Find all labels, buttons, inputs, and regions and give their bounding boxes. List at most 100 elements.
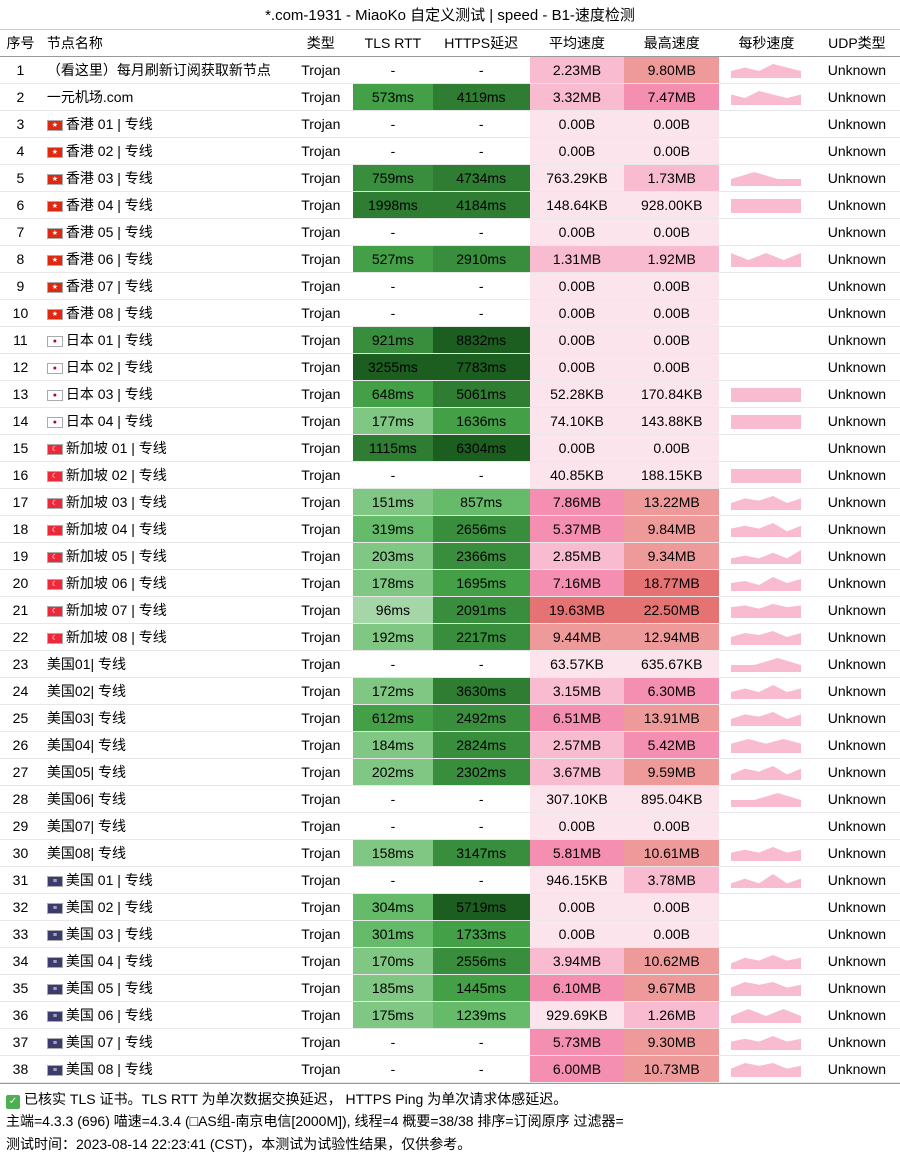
cell-idx: 28 — [0, 786, 41, 813]
table-row: 7★香港 05 | 专线Trojan--0.00B0.00BUnknown — [0, 219, 900, 246]
cell-spark — [719, 273, 814, 300]
cell-type: Trojan — [289, 624, 354, 651]
column-header: 每秒速度 — [719, 30, 814, 57]
cell-tls: 192ms — [353, 624, 433, 651]
table-row: 16☾新加坡 02 | 专线Trojan--40.85KB188.15KBUnk… — [0, 462, 900, 489]
table-row: 31≡美国 01 | 专线Trojan--946.15KB3.78MBUnkno… — [0, 867, 900, 894]
cell-spark — [719, 705, 814, 732]
cell-idx: 5 — [0, 165, 41, 192]
cell-udp: Unknown — [814, 840, 900, 867]
cell-spark — [719, 165, 814, 192]
cell-spark — [719, 462, 814, 489]
cell-spark — [719, 354, 814, 381]
cell-udp: Unknown — [814, 408, 900, 435]
cell-https: 2656ms — [433, 516, 530, 543]
cell-max: 9.59MB — [624, 759, 719, 786]
table-row: 33≡美国 03 | 专线Trojan301ms1733ms0.00B0.00B… — [0, 921, 900, 948]
cell-https: - — [433, 813, 530, 840]
cell-tls: 759ms — [353, 165, 433, 192]
cell-tls: 151ms — [353, 489, 433, 516]
cell-name: ●日本 04 | 专线 — [41, 408, 289, 435]
cell-tls: 175ms — [353, 1002, 433, 1029]
cell-max: 928.00KB — [624, 192, 719, 219]
cell-udp: Unknown — [814, 192, 900, 219]
cell-name: 美国06| 专线 — [41, 786, 289, 813]
cell-max: 170.84KB — [624, 381, 719, 408]
cell-tls: - — [353, 111, 433, 138]
cell-tls: 185ms — [353, 975, 433, 1002]
cell-idx: 6 — [0, 192, 41, 219]
cell-max: 9.67MB — [624, 975, 719, 1002]
flag-icon: ★ — [47, 228, 63, 239]
cell-max: 0.00B — [624, 273, 719, 300]
cell-tls: 177ms — [353, 408, 433, 435]
cell-name: 美国01| 专线 — [41, 651, 289, 678]
cell-idx: 16 — [0, 462, 41, 489]
cell-type: Trojan — [289, 1029, 354, 1056]
cell-type: Trojan — [289, 759, 354, 786]
cell-idx: 7 — [0, 219, 41, 246]
cell-https: - — [433, 57, 530, 84]
cell-https: 2910ms — [433, 246, 530, 273]
cell-tls: 573ms — [353, 84, 433, 111]
flag-icon: ☾ — [47, 471, 63, 482]
cell-max: 895.04KB — [624, 786, 719, 813]
cell-type: Trojan — [289, 84, 354, 111]
cell-idx: 1 — [0, 57, 41, 84]
cell-spark — [719, 516, 814, 543]
cell-idx: 20 — [0, 570, 41, 597]
flag-icon: ≡ — [47, 1065, 63, 1076]
cell-avg: 2.85MB — [530, 543, 625, 570]
cell-tls: 170ms — [353, 948, 433, 975]
cell-udp: Unknown — [814, 327, 900, 354]
column-header: UDP类型 — [814, 30, 900, 57]
flag-icon: ≡ — [47, 903, 63, 914]
cell-type: Trojan — [289, 192, 354, 219]
table-row: 34≡美国 04 | 专线Trojan170ms2556ms3.94MB10.6… — [0, 948, 900, 975]
table-row: 32≡美国 02 | 专线Trojan304ms5719ms0.00B0.00B… — [0, 894, 900, 921]
cell-tls: - — [353, 1029, 433, 1056]
cell-name: ☾新加坡 05 | 专线 — [41, 543, 289, 570]
cell-tls: - — [353, 462, 433, 489]
cell-spark — [719, 813, 814, 840]
flag-icon: ☾ — [47, 444, 63, 455]
cell-type: Trojan — [289, 570, 354, 597]
cell-max: 0.00B — [624, 354, 719, 381]
cell-type: Trojan — [289, 948, 354, 975]
cell-avg: 3.94MB — [530, 948, 625, 975]
cell-idx: 11 — [0, 327, 41, 354]
column-header: 最高速度 — [624, 30, 719, 57]
cell-tls: 301ms — [353, 921, 433, 948]
cell-https: 3630ms — [433, 678, 530, 705]
flag-icon: ★ — [47, 309, 63, 320]
cell-name: ≡美国 07 | 专线 — [41, 1029, 289, 1056]
cell-tls: 1998ms — [353, 192, 433, 219]
cell-type: Trojan — [289, 705, 354, 732]
cell-tls: - — [353, 273, 433, 300]
cell-idx: 18 — [0, 516, 41, 543]
page-title: *.com-1931 - MiaoKo 自定义测试 | speed - B1-速… — [0, 0, 900, 30]
cell-spark — [719, 624, 814, 651]
cell-avg: 0.00B — [530, 813, 625, 840]
cell-tls: 612ms — [353, 705, 433, 732]
cell-type: Trojan — [289, 543, 354, 570]
cell-avg: 63.57KB — [530, 651, 625, 678]
cell-max: 0.00B — [624, 813, 719, 840]
cell-max: 9.80MB — [624, 57, 719, 84]
cell-https: 2492ms — [433, 705, 530, 732]
cell-name: 美国03| 专线 — [41, 705, 289, 732]
cell-name: （看这里）每月刷新订阅获取新节点 — [41, 57, 289, 84]
cell-udp: Unknown — [814, 867, 900, 894]
flag-icon: ★ — [47, 174, 63, 185]
cell-tls: 3255ms — [353, 354, 433, 381]
cell-udp: Unknown — [814, 165, 900, 192]
cell-idx: 12 — [0, 354, 41, 381]
cell-avg: 9.44MB — [530, 624, 625, 651]
flag-icon: ● — [47, 336, 63, 347]
cell-max: 10.62MB — [624, 948, 719, 975]
cell-https: 5719ms — [433, 894, 530, 921]
table-row: 21☾新加坡 07 | 专线Trojan96ms2091ms19.63MB22.… — [0, 597, 900, 624]
cell-type: Trojan — [289, 813, 354, 840]
cell-type: Trojan — [289, 165, 354, 192]
table-row: 4★香港 02 | 专线Trojan--0.00B0.00BUnknown — [0, 138, 900, 165]
